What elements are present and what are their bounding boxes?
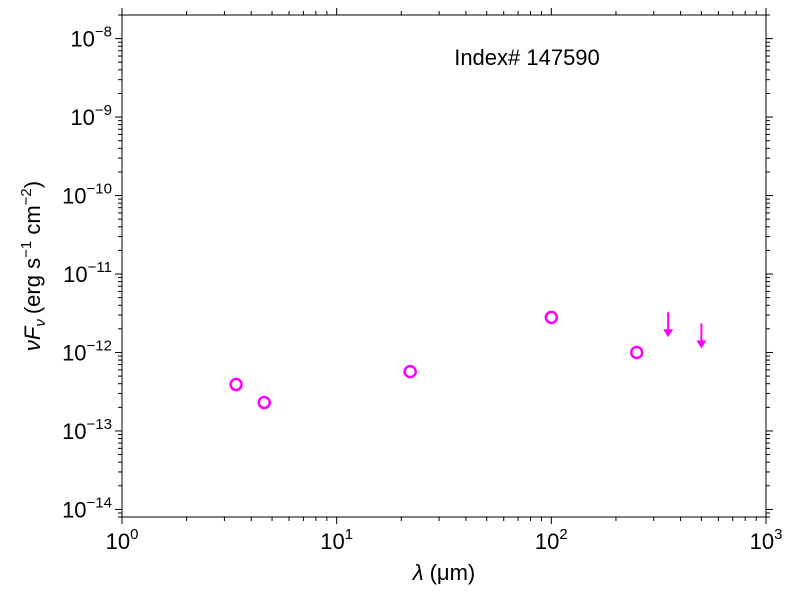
- y-tick-label: 10−9: [70, 102, 112, 130]
- x-axis-symbol: λ: [412, 560, 424, 585]
- x-axis-unit: (μm): [430, 560, 476, 585]
- y-tick-labels: 10−14 10−13 10−12 10−11 10−10 10−9 10−8: [62, 24, 112, 523]
- y-tick-label: 10−12: [62, 337, 112, 365]
- x-tick-label: 102: [535, 526, 568, 554]
- data-point-circle: [403, 364, 417, 379]
- x-tick-label: 101: [320, 526, 353, 554]
- x-axis-title: λ (μm): [412, 560, 475, 585]
- upper-limit-arrow: [696, 323, 707, 349]
- x-tick-label: 103: [750, 526, 783, 554]
- y-tick-label: 10−11: [63, 259, 112, 287]
- y-axis-exp2: −2: [18, 188, 35, 205]
- upper-limit-head: [696, 340, 707, 349]
- y-axis-subscript: ν: [32, 319, 49, 327]
- x-tick-labels: 100 101 102 103: [106, 526, 783, 554]
- minor-ticks: [118, 11, 770, 521]
- plot-frame: [121, 14, 767, 518]
- y-axis-symbol: νF: [20, 325, 45, 351]
- data-markers: [229, 310, 707, 410]
- y-tick-label: 10−14: [62, 494, 112, 522]
- index-annotation: Index# 147590: [454, 45, 600, 70]
- upper-limit-arrow: [663, 312, 674, 338]
- data-point-circle: [257, 395, 272, 410]
- y-tick-label: 10−10: [62, 181, 112, 209]
- y-axis-unit-suffix: ): [20, 181, 45, 188]
- y-tick-label: 10−13: [62, 416, 112, 444]
- major-ticks: [115, 8, 773, 524]
- x-tick-label: 100: [106, 526, 139, 554]
- data-point-circle: [229, 377, 243, 392]
- data-point-circle: [544, 310, 559, 325]
- y-axis-exp1: −1: [18, 241, 35, 258]
- data-point-circle: [630, 345, 644, 360]
- y-tick-label: 10−8: [70, 24, 112, 52]
- y-axis-unit-mid: cm: [20, 205, 45, 240]
- y-axis-unit-prefix: (erg s: [20, 258, 45, 314]
- y-axis-title: νFν (erg s−1 cm−2): [18, 181, 49, 351]
- upper-limit-head: [663, 329, 674, 338]
